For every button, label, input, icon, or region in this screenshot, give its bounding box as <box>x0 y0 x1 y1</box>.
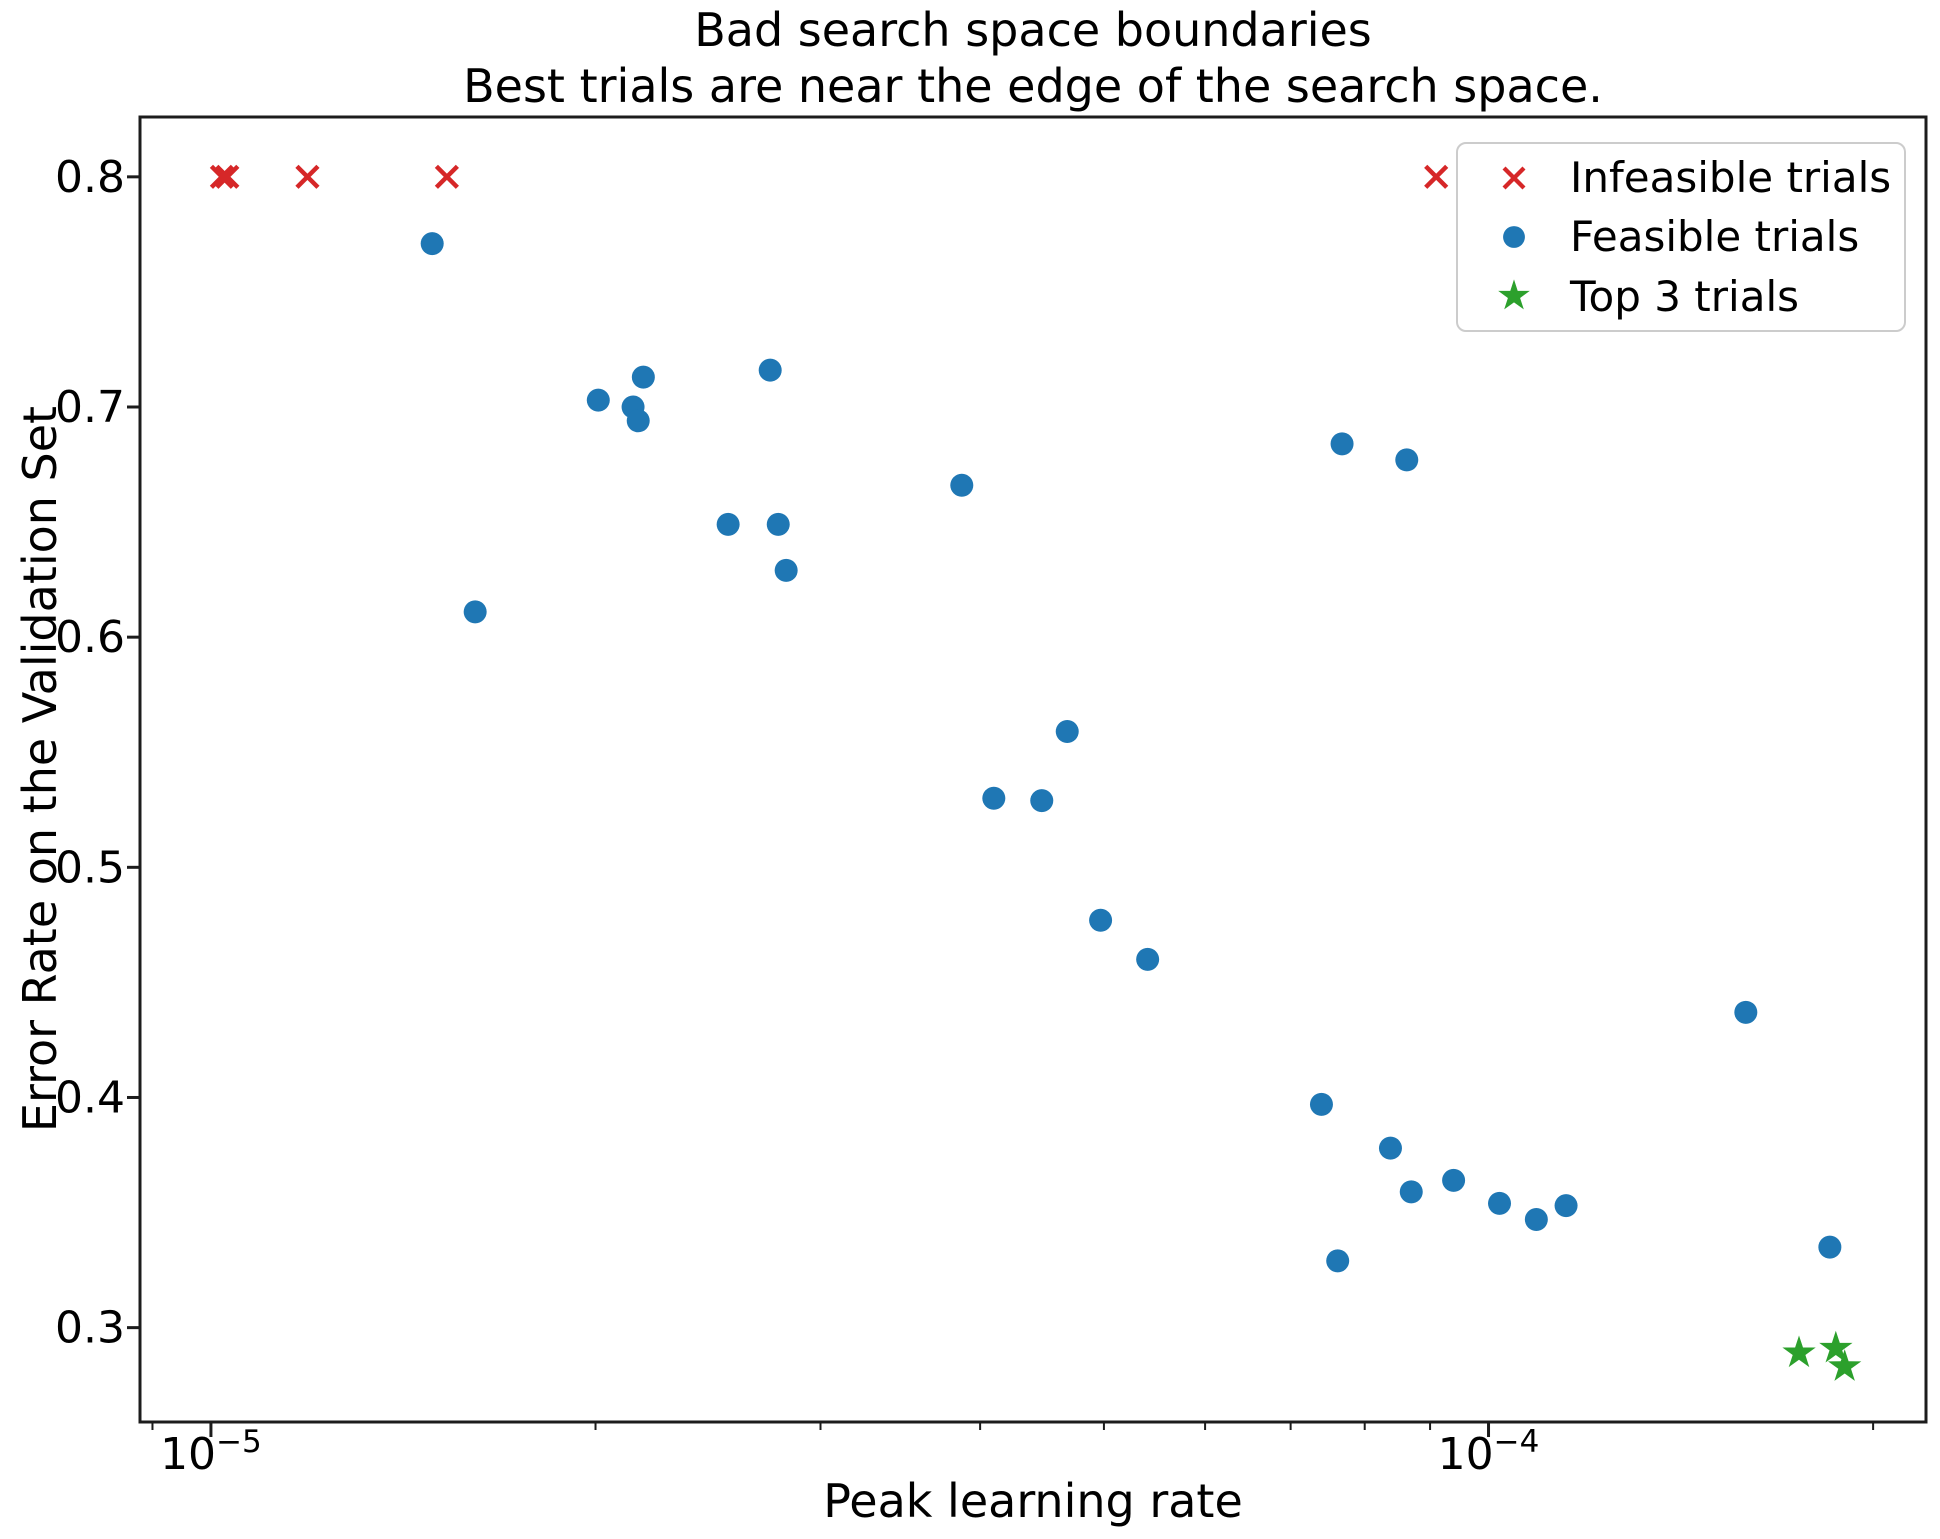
feasible-point <box>766 512 790 536</box>
legend: Infeasible trials Feasible trials Top 3 … <box>1456 142 1906 332</box>
feasible-point <box>1330 432 1354 456</box>
feasible-point <box>950 473 974 497</box>
axes-spines <box>138 115 1928 1424</box>
feasible-point <box>1734 1000 1758 1024</box>
feasible-point <box>1136 947 1160 971</box>
legend-row-feasible: Feasible trials <box>1458 208 1904 266</box>
feasible-point <box>982 786 1006 810</box>
infeasible-point <box>215 164 240 189</box>
feasible-point <box>1055 720 1079 744</box>
feasible-point <box>1030 789 1054 813</box>
infeasible-point <box>295 164 320 189</box>
top3-point <box>1782 1335 1816 1368</box>
chart-title-line2: Best trials are near the edge of the sea… <box>463 59 1603 113</box>
feasible-point <box>1395 448 1419 472</box>
legend-label-top3: Top 3 trials <box>1570 271 1799 321</box>
feasible-point <box>1488 1191 1512 1215</box>
feasible-point <box>631 365 655 389</box>
x-tick-label: 10−5 <box>160 1424 262 1480</box>
feasible-point <box>758 358 782 382</box>
infeasible-point <box>209 164 235 189</box>
feasible-point <box>1089 908 1113 932</box>
feasible-point <box>1818 1235 1842 1259</box>
feasible-point <box>420 232 444 256</box>
feasible-point <box>626 409 650 433</box>
infeasible-marker-icon <box>1458 156 1570 200</box>
feasible-point <box>1309 1092 1333 1116</box>
x-tick-label: 10−4 <box>1438 1424 1540 1480</box>
feasible-point <box>586 388 610 412</box>
chart-title-line1: Bad search space boundaries <box>694 3 1372 57</box>
y-tick-label: 0.7 <box>55 382 125 433</box>
y-tick-label: 0.8 <box>55 152 125 203</box>
y-axis-label: Error Rate on the Validation Set <box>13 405 67 1133</box>
feasible-point <box>1442 1168 1466 1192</box>
legend-feasible-point-glyph <box>1503 226 1525 248</box>
feasible-marker-icon <box>1458 215 1570 259</box>
top3-marker-icon <box>1458 274 1570 318</box>
y-tick-label: 0.5 <box>55 842 125 893</box>
feasible-point <box>1378 1136 1402 1160</box>
feasible-point <box>463 600 487 624</box>
infeasible-point <box>1424 164 1449 189</box>
y-tick-label: 0.4 <box>55 1072 125 1123</box>
chart-title: Bad search space boundaries Best trials … <box>140 2 1926 114</box>
feasible-point <box>1554 1194 1578 1218</box>
feasible-point <box>774 558 798 582</box>
legend-top3-point-glyph <box>1498 279 1530 310</box>
legend-label-feasible: Feasible trials <box>1570 212 1860 262</box>
feasible-point <box>1399 1180 1423 1204</box>
legend-infeasible-point-glyph <box>1502 166 1526 190</box>
feasible-point <box>1326 1249 1350 1273</box>
legend-row-top3: Top 3 trials <box>1458 267 1904 325</box>
top3-point <box>1828 1349 1862 1381</box>
feasible-point <box>1524 1207 1548 1231</box>
y-tick-label: 0.6 <box>55 612 125 663</box>
top3-point <box>1819 1330 1853 1363</box>
x-axis-label: Peak learning rate <box>823 1474 1243 1528</box>
legend-label-infeasible: Infeasible trials <box>1570 153 1892 203</box>
infeasible-point <box>434 164 459 189</box>
feasible-point <box>716 512 740 536</box>
y-tick-label: 0.3 <box>55 1303 125 1354</box>
legend-row-infeasible: Infeasible trials <box>1458 149 1904 207</box>
